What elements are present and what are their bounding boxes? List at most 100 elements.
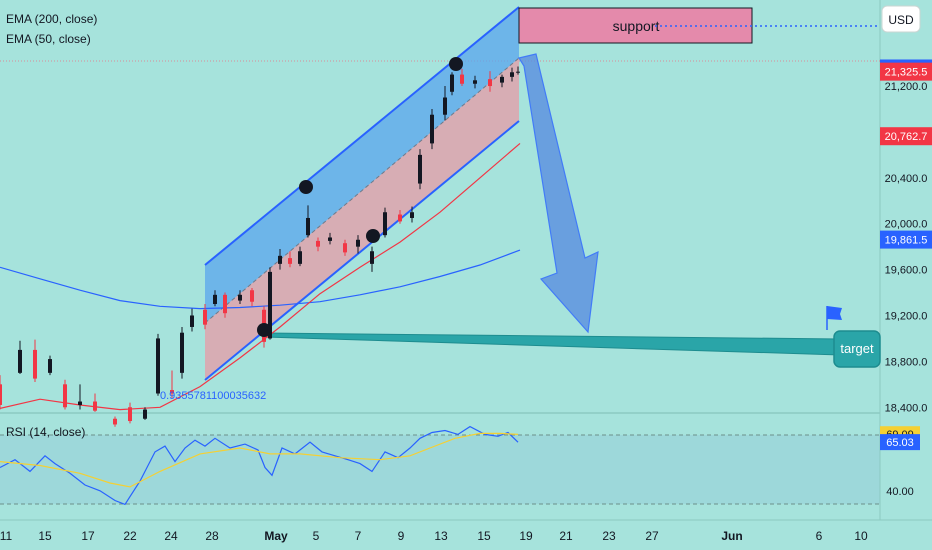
price-tag-label: 21,325.5 xyxy=(885,67,928,79)
candle xyxy=(356,235,360,254)
support-zone[interactable] xyxy=(518,7,753,44)
swing-marker-3 xyxy=(366,229,380,243)
swing-marker-2 xyxy=(299,180,313,194)
target-label: target xyxy=(840,341,874,356)
candle xyxy=(48,355,52,376)
candle xyxy=(128,402,132,424)
candle xyxy=(288,251,292,268)
channel-bottom-line xyxy=(204,120,520,381)
bearish-arrow xyxy=(518,53,599,334)
candle xyxy=(190,308,194,332)
time-tick-label: 21 xyxy=(559,529,573,543)
price-tick-label: 19,200.0 xyxy=(885,310,928,322)
candle xyxy=(18,340,22,374)
candle xyxy=(113,416,117,427)
price-tag-label: 19,861.5 xyxy=(885,235,928,247)
flag-icon[interactable] xyxy=(826,306,842,330)
candle xyxy=(383,207,387,238)
time-tick-label: 15 xyxy=(477,529,491,543)
rsi-tag xyxy=(880,434,920,451)
channel-top-line xyxy=(204,6,520,266)
candle xyxy=(443,86,447,121)
price-tick-label: 20,000.0 xyxy=(885,219,928,231)
price-tag xyxy=(880,62,932,81)
price-tick-label: 21,200.0 xyxy=(885,81,928,93)
time-tick-label: 23 xyxy=(602,529,616,543)
candle xyxy=(510,67,514,82)
rsi-tag-label: 65.03 xyxy=(886,437,914,449)
swing-marker-4 xyxy=(449,57,463,71)
ema-lines xyxy=(0,142,521,411)
time-tick-label: May xyxy=(264,529,288,543)
price-tick-label: 20,400.0 xyxy=(885,173,928,185)
ema-line-0 xyxy=(0,249,521,310)
channel-inner xyxy=(205,58,519,380)
candle xyxy=(250,287,254,307)
legend-ema50[interactable]: EMA (50, close) xyxy=(6,32,91,46)
rsi-line-1 xyxy=(0,432,519,488)
support-label: support xyxy=(613,18,660,34)
time-tick-label: 10 xyxy=(854,529,868,543)
candle xyxy=(450,72,454,96)
time-tick-label: 19 xyxy=(519,529,533,543)
candle xyxy=(143,407,147,420)
price-tag xyxy=(880,127,932,146)
candle xyxy=(516,66,520,75)
candle xyxy=(430,108,434,150)
rsi-lines xyxy=(0,425,519,506)
candle xyxy=(170,370,174,399)
candle xyxy=(370,246,374,272)
candle xyxy=(418,149,422,190)
candle xyxy=(78,384,82,410)
candle xyxy=(213,290,217,307)
candle xyxy=(156,333,160,396)
candle xyxy=(33,339,37,383)
candle xyxy=(398,209,402,224)
candle xyxy=(298,246,302,267)
candle xyxy=(328,232,332,245)
time-tick-label: 7 xyxy=(355,529,362,543)
currency-button[interactable] xyxy=(881,5,921,33)
candle xyxy=(316,237,320,252)
ema-line-1 xyxy=(0,142,521,411)
time-tick-label: 11 xyxy=(0,529,13,543)
candle xyxy=(306,205,310,238)
price-tag-label: 20,762.7 xyxy=(885,131,928,143)
candle xyxy=(500,74,504,88)
candle xyxy=(460,68,464,87)
time-tick-label: 5 xyxy=(313,529,320,543)
time-tick-label: 28 xyxy=(205,529,219,543)
rsi-axis[interactable]: 40.0069.0965.03 xyxy=(880,426,920,498)
rsi-band xyxy=(0,435,880,504)
rsi-line-0 xyxy=(0,425,519,506)
fib-value-label: 0.9355781100035632 xyxy=(160,390,266,402)
candle xyxy=(278,248,282,270)
target-badge[interactable] xyxy=(833,330,881,368)
swing-marker-1 xyxy=(257,323,271,337)
time-axis[interactable]: 11 15 17 22 24 28 May 5 7 9 13 15 19 21 23 27 Jun 6 10 xyxy=(0,529,868,543)
price-tick-label: 18,400.0 xyxy=(885,402,928,414)
candle xyxy=(410,206,414,223)
time-tick-label: 6 xyxy=(816,529,823,543)
candle xyxy=(238,290,242,305)
time-tick-label: 17 xyxy=(81,529,95,543)
candle xyxy=(488,71,492,92)
time-tick-label: Jun xyxy=(721,529,742,543)
time-tick-label: 9 xyxy=(398,529,405,543)
candle xyxy=(223,292,227,318)
candle xyxy=(0,375,2,410)
time-tick-label: 13 xyxy=(434,529,448,543)
candle xyxy=(343,239,347,256)
candle xyxy=(63,379,67,410)
price-tag xyxy=(880,230,932,249)
rsi-tick-label: 40.00 xyxy=(886,486,914,498)
legend-ema200[interactable]: EMA (200, close) xyxy=(6,12,97,26)
candle xyxy=(180,326,184,379)
price-tick-label: 18,800.0 xyxy=(885,356,928,368)
candles xyxy=(0,66,520,427)
legend-rsi[interactable]: RSI (14, close) xyxy=(6,425,85,439)
candle xyxy=(203,304,207,330)
time-tick-label: 22 xyxy=(123,529,137,543)
price-axis[interactable]: 21,200.0 20,400.0 20,000.0 19,600.0 19,200.0… xyxy=(880,59,932,414)
